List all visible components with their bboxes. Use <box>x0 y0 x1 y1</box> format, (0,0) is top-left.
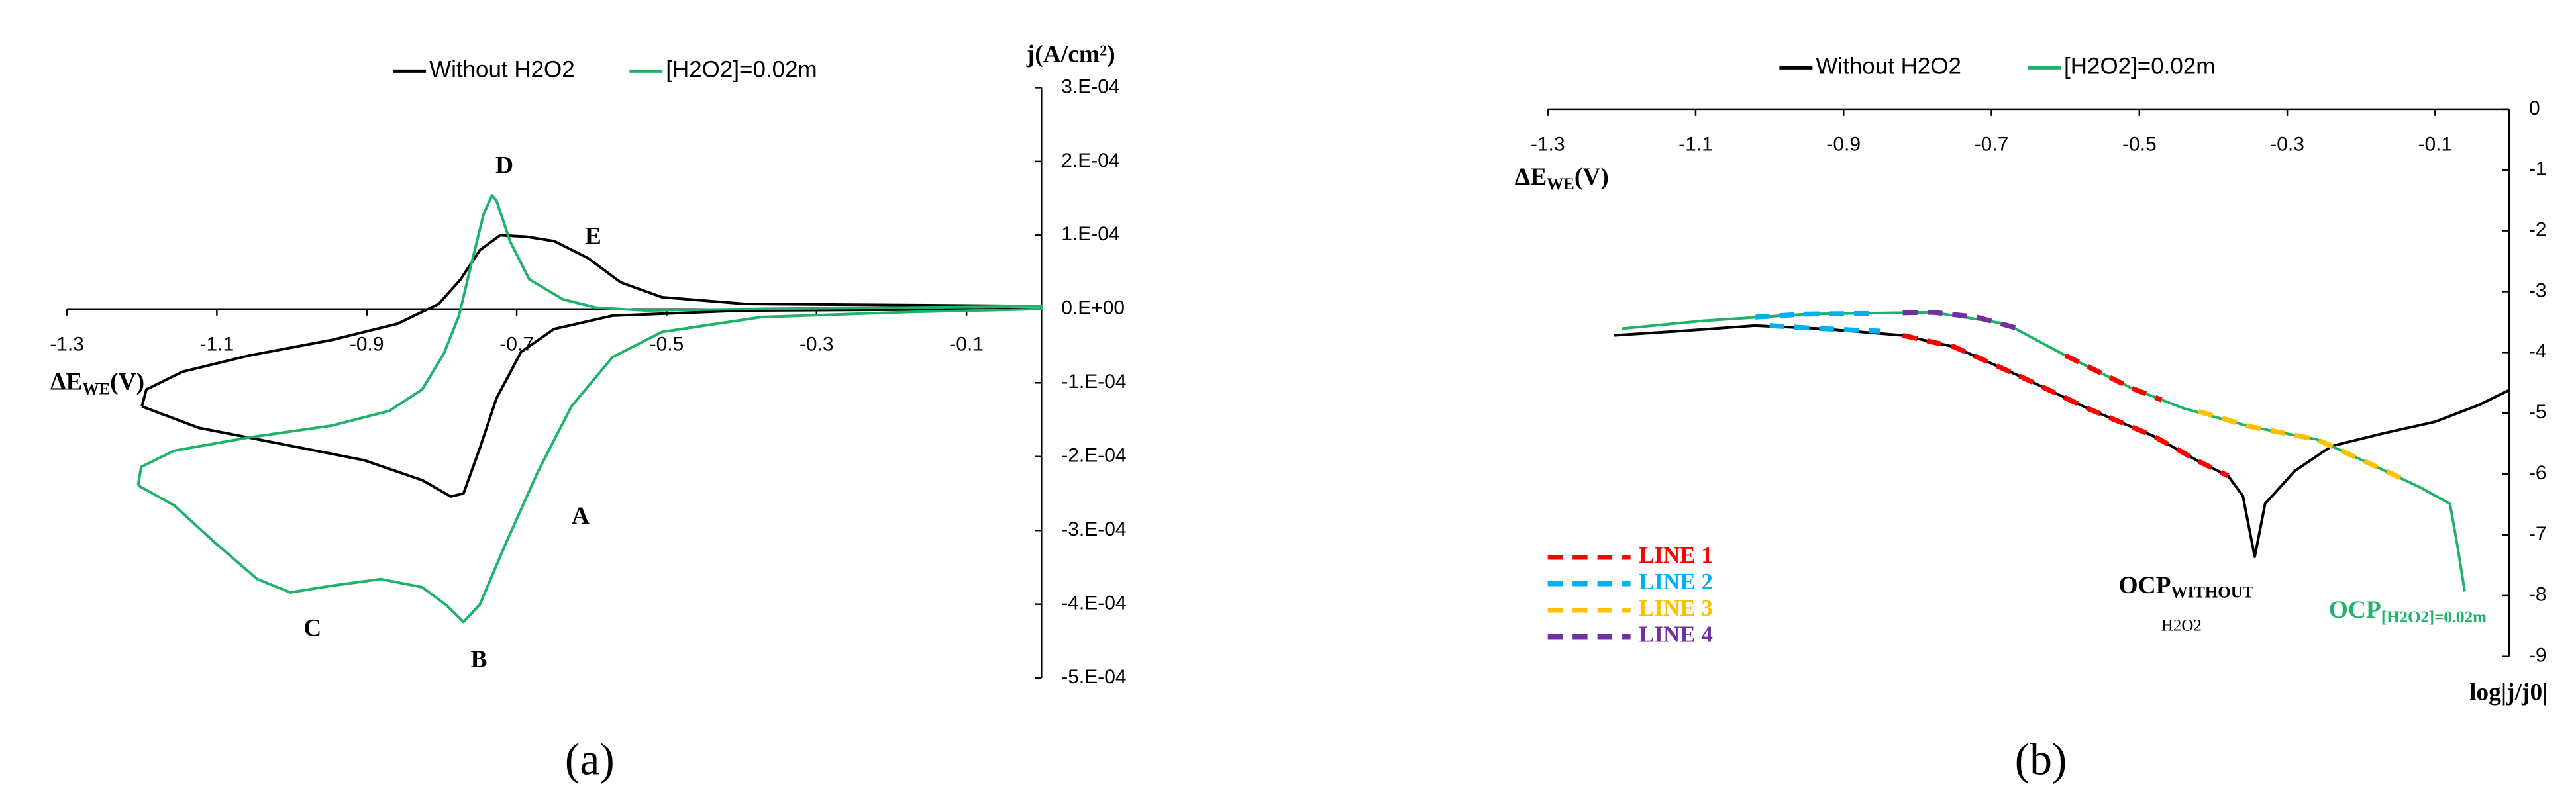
y-tick-label: -3 <box>2529 279 2547 301</box>
panel-label: (b) <box>2015 735 2067 784</box>
x-tick-label: -0.7 <box>499 334 534 356</box>
x-tick-label: -0.9 <box>1826 134 1861 156</box>
x-tick-label: -1.3 <box>50 334 84 356</box>
x-tick-label: -0.3 <box>799 334 834 356</box>
x-tick-label: -1.1 <box>200 334 234 356</box>
y-tick-label: -2.E-04 <box>1061 445 1126 467</box>
annotation: OCPWITHOUT <box>2118 571 2253 601</box>
annotation-text: OCP <box>2118 571 2171 598</box>
annotation-sub: [H2O2]=0.02m <box>2381 608 2487 626</box>
x-tick-label: -0.1 <box>2418 134 2453 156</box>
y-tick-label: -8 <box>2529 584 2547 606</box>
y-tick-label: -7 <box>2529 523 2547 545</box>
annotation-text: D <box>495 152 513 179</box>
annotation-text: C <box>303 614 321 641</box>
series-line <box>1622 310 2466 592</box>
y-tick-label: 0.E+00 <box>1061 297 1125 319</box>
y-axis-label: j(A/cm²) <box>1026 41 1115 68</box>
x-axis-label: ΔEWE(V) <box>1515 163 1609 193</box>
y-tick-label: -5 <box>2529 401 2547 423</box>
legend-label: [H2O2]=0.02m <box>2064 54 2215 79</box>
legend-label: LINE 4 <box>1639 622 1713 647</box>
series-line <box>1755 310 1881 334</box>
x-tick-label: -0.1 <box>949 334 984 356</box>
annotation: A <box>572 502 590 529</box>
panel-label: (a) <box>565 735 615 784</box>
annotation-text: E <box>585 222 601 250</box>
x-axis-label-sub: WE <box>1547 175 1574 193</box>
y-tick-label: -9 <box>2529 645 2547 667</box>
y-tick-label: 1.E-04 <box>1061 223 1119 245</box>
x-tick-label: -0.7 <box>1975 134 2009 156</box>
annotation: OCP[H2O2]=0.02m <box>2329 596 2487 626</box>
y-tick-label: -3.E-04 <box>1061 518 1126 540</box>
y-tick-label: -2 <box>2529 219 2547 241</box>
x-axis-label-sub: WE <box>83 380 111 398</box>
x-tick-label: -0.9 <box>350 334 384 356</box>
x-axis-label-unit: (V) <box>110 368 144 395</box>
series-line <box>1902 309 2022 332</box>
x-tick-label: -1.1 <box>1678 134 1713 156</box>
x-tick-label: -0.5 <box>650 334 684 356</box>
y-tick-label: -1 <box>2529 158 2547 180</box>
y-tick-label: -4.E-04 <box>1061 593 1126 614</box>
series-line <box>1902 332 2230 479</box>
y-tick-label: 0 <box>2529 97 2540 119</box>
y-tick-label: -6 <box>2529 462 2547 484</box>
y-tick-label: 3.E-04 <box>1061 75 1119 97</box>
annotation: E <box>585 222 601 250</box>
annotation: D <box>495 152 513 179</box>
legend-label: [H2O2]=0.02m <box>666 57 817 83</box>
annotation-text: OCP <box>2329 596 2381 624</box>
annotation-text: B <box>471 646 488 673</box>
series-line <box>136 194 1043 624</box>
y-tick-label: -4 <box>2529 340 2547 362</box>
x-tick-label: -1.3 <box>1531 134 1565 156</box>
y-axis-label: log|j/j0| <box>2469 679 2548 706</box>
x-tick-label: -0.5 <box>2122 134 2157 156</box>
y-tick-label: -5.E-04 <box>1061 666 1126 688</box>
legend-label: LINE 2 <box>1639 569 1713 594</box>
series-line <box>2198 408 2407 483</box>
x-tick-label: -0.3 <box>2270 134 2304 156</box>
series-line <box>140 234 1043 498</box>
series-line <box>1614 324 2510 559</box>
annotation-sub: WITHOUT <box>2171 583 2254 601</box>
y-tick-label: 2.E-04 <box>1061 150 1119 171</box>
legend-label: LINE 3 <box>1639 595 1713 621</box>
annotation: B <box>471 646 488 673</box>
x-axis-label: ΔEWE(V) <box>50 368 144 398</box>
legend-label: LINE 1 <box>1639 542 1713 568</box>
x-axis-label-main: ΔE <box>50 368 82 395</box>
legend-label: Without H2O2 <box>1816 54 1961 79</box>
annotation-text: A <box>572 502 590 529</box>
legend-label: Without H2O2 <box>429 57 575 83</box>
annotation-line2: H2O2 <box>2161 616 2202 634</box>
annotation: C <box>303 614 321 641</box>
x-axis-label-unit: (V) <box>1574 163 1609 190</box>
x-axis-label-main: ΔE <box>1515 163 1547 190</box>
y-tick-label: -1.E-04 <box>1061 371 1126 393</box>
